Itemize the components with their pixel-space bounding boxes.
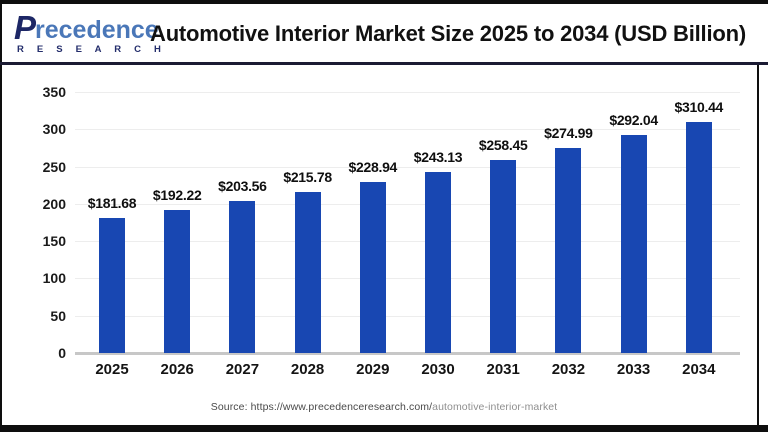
gridline [75, 92, 740, 93]
x-axis-line [75, 352, 740, 355]
x-tick-label: 2028 [290, 361, 325, 378]
source-line: Source: https://www.precedenceresearch.c… [0, 401, 768, 413]
frame-border-right [757, 0, 759, 432]
frame-border-left [0, 0, 2, 432]
x-tick-label: 2031 [486, 361, 520, 378]
gridline [75, 241, 740, 243]
gridline [75, 315, 740, 317]
y-tick-label: 350 [42, 84, 66, 100]
gridline [75, 203, 740, 205]
bar-2031 [490, 160, 517, 353]
bar-2032 [555, 147, 582, 353]
y-tick-label: 200 [42, 195, 66, 212]
bar-2033 [620, 135, 647, 353]
frame-border-top [0, 0, 768, 4]
bar-value-label: $274.99 [544, 124, 593, 141]
x-tick-label: 2025 [95, 361, 129, 378]
x-tick-label: 2026 [160, 361, 194, 378]
bar-value-label: $292.04 [609, 112, 658, 129]
x-tick-label: 2032 [551, 361, 586, 378]
y-tick-label: 150 [42, 233, 66, 250]
y-tick-label: 50 [50, 307, 66, 324]
bar-value-label: $192.22 [152, 186, 202, 203]
chart-title: Automotive Interior Market Size 2025 to … [150, 21, 746, 46]
bar-value-label: $258.45 [478, 137, 528, 154]
x-tick-label: 2029 [356, 361, 390, 378]
y-tick-label: 100 [42, 270, 66, 287]
logo-subbrand-text: R E S E A R C H [17, 44, 167, 56]
header-divider [0, 62, 768, 65]
bar-value-label: $203.56 [218, 178, 267, 195]
frame-border-bottom [0, 425, 768, 432]
bar-2029 [359, 182, 386, 353]
y-tick-label: 250 [42, 158, 66, 175]
logo-leaf-p-icon: P [14, 9, 36, 46]
bar-2026 [164, 209, 191, 353]
bar-value-label: $181.68 [87, 194, 137, 211]
gridline [75, 129, 740, 131]
gridline [75, 166, 740, 168]
bar-value-label: $228.94 [348, 159, 398, 176]
bar-value-label: $310.44 [674, 98, 724, 115]
bar-2030 [425, 171, 451, 353]
source-url-prefix: Source: https://www.precedenceresearch.c… [210, 401, 433, 413]
x-tick-label: 2033 [616, 361, 651, 378]
source-url-path: automotive-interior-market [432, 401, 558, 413]
bar-2025 [99, 217, 125, 353]
bar-2027 [229, 201, 256, 353]
y-tick-label: 0 [58, 345, 66, 361]
gridline [75, 278, 740, 280]
x-tick-label: 2030 [421, 361, 455, 378]
bar-value-label: $243.13 [413, 148, 463, 165]
bar-2034 [685, 121, 712, 353]
x-tick-label: 2034 [682, 361, 716, 378]
y-tick-label: 300 [42, 121, 66, 138]
logo-brand-text: recedence [35, 15, 159, 44]
x-tick-label: 2027 [225, 361, 260, 378]
bar-2028 [294, 192, 321, 353]
bar-value-label: $215.78 [283, 169, 332, 186]
